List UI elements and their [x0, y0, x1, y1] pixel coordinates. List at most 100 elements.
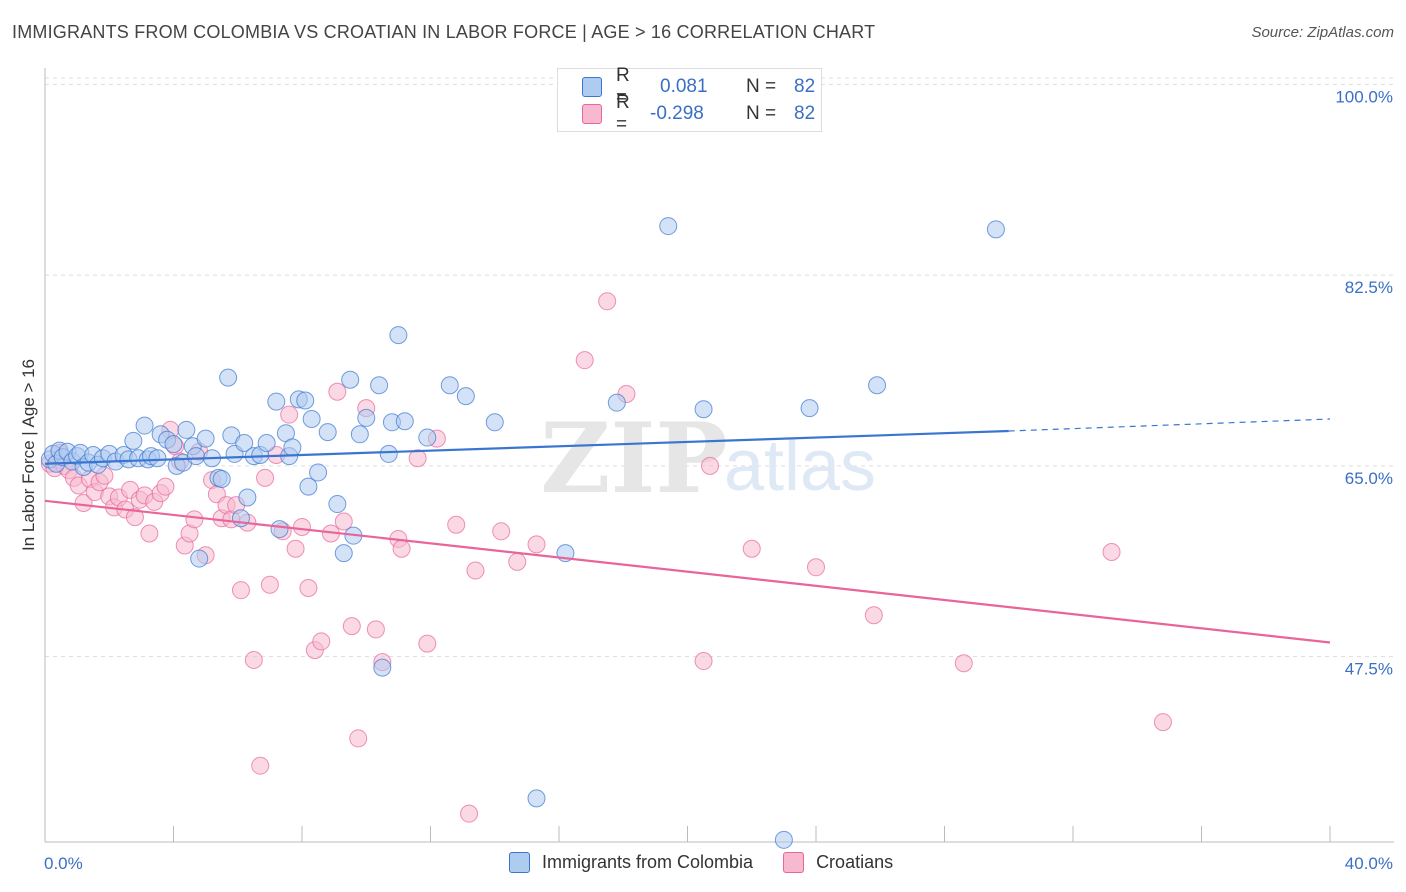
chart-title: IMMIGRANTS FROM COLOMBIA VS CROATIAN IN …: [12, 22, 876, 42]
croatians-point: [447, 515, 466, 534]
croatians-point: [251, 756, 270, 775]
y-tick-label: 47.5%: [1345, 660, 1393, 679]
colombia-point: [659, 217, 678, 236]
croatians-point: [125, 508, 144, 527]
colombia-point: [485, 413, 504, 432]
croatians-points: [40, 292, 1172, 823]
croatians-point: [408, 449, 427, 468]
series-legend-croatians: Croatians: [783, 852, 893, 873]
croatians-point: [392, 539, 411, 558]
colombia-point: [257, 434, 276, 453]
croatians-point: [466, 561, 485, 580]
croatians-point: [299, 578, 318, 597]
croatians-point: [280, 405, 299, 424]
colombia-point: [318, 423, 337, 442]
croatians-point: [1102, 543, 1121, 562]
colombia-point: [350, 425, 369, 444]
croatians-point: [807, 558, 825, 577]
croatians-point: [508, 552, 527, 571]
croatians-point: [460, 804, 479, 823]
colombia-point: [124, 431, 143, 450]
colombia-point: [135, 416, 154, 435]
trend-lines: [44, 418, 1331, 644]
croatians-point: [575, 351, 594, 370]
legend-n-value: 82: [794, 103, 816, 124]
legend-r-value: -0.298: [650, 103, 704, 124]
y-tick-label: 65.0%: [1345, 469, 1393, 488]
x-tick-label: 40.0%: [1345, 854, 1393, 873]
croatians-point: [312, 632, 331, 651]
colombia-point: [334, 544, 353, 563]
series-label-colombia: Immigrants from Colombia: [542, 852, 754, 872]
watermark-zip: ZIP: [540, 402, 727, 515]
colombia-point: [694, 400, 713, 419]
croatians-point: [1153, 713, 1172, 732]
croatians-point: [527, 535, 546, 554]
colombia-point: [527, 789, 546, 808]
legend-n-label: N =: [746, 103, 777, 124]
croatians-point: [342, 617, 361, 636]
grid-lines: [45, 77, 1394, 658]
colombia-point: [328, 495, 347, 514]
series-legend-colombia: Immigrants from Colombia: [509, 852, 753, 873]
croatians-point: [349, 729, 368, 748]
series-label-croatians: Croatians: [816, 852, 894, 872]
colombia-point: [868, 376, 887, 395]
colombia-point: [379, 444, 398, 463]
croatians-point: [185, 510, 204, 529]
y-axis-label: In Labor Force | Age > 16: [19, 359, 38, 551]
croatians-point: [286, 539, 305, 558]
colombia-point: [270, 520, 289, 539]
croatians-point: [598, 292, 617, 311]
y-tick-label: 82.5%: [1345, 278, 1393, 297]
croatians-trend-line: [44, 499, 1331, 644]
series-swatch-pink: [783, 852, 805, 873]
legend-swatch-blue: [582, 77, 602, 97]
series-swatch-blue: [509, 852, 530, 873]
legend-swatch-pink: [582, 104, 602, 124]
colombia-point: [341, 370, 360, 389]
croatians-point: [366, 620, 385, 639]
colombia-point: [148, 449, 167, 468]
colombia-point: [231, 509, 250, 528]
colombia-point: [373, 658, 392, 677]
colombia-point: [186, 447, 205, 466]
croatians-point: [954, 654, 973, 673]
colombia-point: [267, 392, 286, 411]
colombia-point: [800, 399, 819, 418]
source-credit: Source: ZipAtlas.com: [1251, 24, 1394, 41]
colombia-point: [370, 376, 389, 395]
croatians-point: [244, 650, 263, 669]
colombia-point: [283, 438, 302, 457]
colombia-point: [164, 435, 183, 454]
croatians-point: [328, 382, 347, 401]
croatians-point: [231, 581, 250, 600]
croatians-point: [742, 539, 761, 558]
colombia-point: [190, 549, 209, 568]
croatians-point: [700, 456, 719, 475]
croatians-point: [418, 634, 437, 653]
croatians-point: [492, 522, 511, 541]
legend-r-label: R =: [616, 92, 630, 135]
colombia-point: [302, 410, 321, 429]
croatians-point: [156, 477, 175, 496]
colombia-point: [212, 469, 231, 488]
colombia-point: [238, 488, 257, 507]
colombia-trend-line: [44, 429, 1009, 465]
legend-row-colombia: R = 0.081 N = 82: [582, 65, 816, 108]
colombia-trend-extension: [1008, 418, 1331, 432]
colombia-point: [418, 428, 437, 447]
croatians-point: [694, 652, 713, 671]
colombia-point: [986, 220, 1005, 239]
colombia-points: [40, 217, 1005, 849]
colombia-point: [177, 420, 196, 439]
legend-n-value: 82: [794, 76, 816, 97]
colombia-point: [219, 368, 238, 387]
croatians-point: [334, 512, 353, 531]
legend-r-label: R =: [616, 65, 630, 108]
croatians-point: [864, 606, 883, 625]
croatians-point: [256, 468, 275, 487]
legend-row-croatians: R = -0.298 N = 82: [582, 92, 816, 135]
croatians-point: [293, 517, 311, 536]
colombia-point: [774, 830, 793, 849]
